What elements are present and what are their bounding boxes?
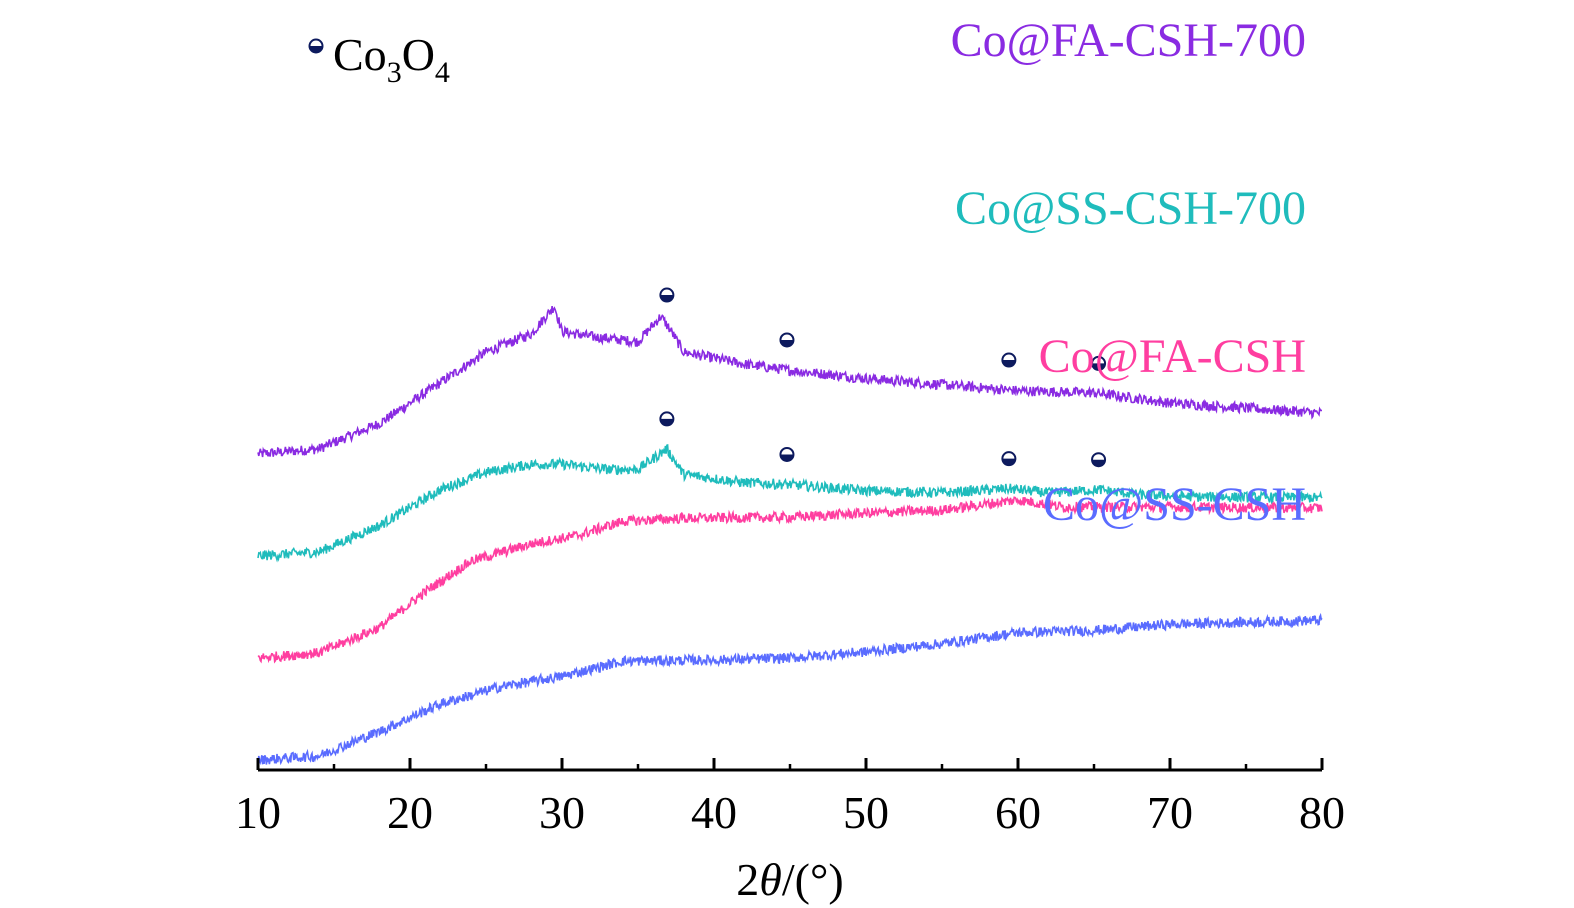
legend-label-sub1: 3 (387, 56, 402, 89)
x-axis-title-suffix: /(°) (782, 854, 844, 905)
co3o4-peak-marker-icon (1001, 352, 1017, 368)
x-axis-title-prefix: 2 (736, 854, 759, 905)
x-tick-label: 40 (691, 787, 737, 838)
legend-label-main: Co (333, 29, 387, 80)
x-tick-label: 60 (995, 787, 1041, 838)
series-line (257, 444, 1323, 563)
series-2: Co@FA-CSH (257, 330, 1323, 664)
series-label: Co@FA-CSH (1039, 330, 1306, 383)
co3o4-peak-marker-icon (659, 287, 675, 303)
x-tick-label: 10 (235, 787, 281, 838)
co3o4-peak-marker-icon (779, 446, 795, 462)
series-line (257, 496, 1323, 664)
legend-label-mid: O (402, 29, 435, 80)
x-axis-title: 2θ/(°) (736, 854, 843, 905)
series-label: Co@SS-CSH-700 (955, 182, 1306, 235)
series-1: Co@SS-CSH-700 (257, 182, 1323, 563)
x-axis-title-symbol: θ (759, 854, 782, 905)
series-label: Co@SS-CSH (1043, 478, 1306, 531)
series-label: Co@FA-CSH-700 (951, 14, 1306, 67)
series-0: Co@FA-CSH-700 (257, 14, 1322, 458)
series-line (257, 612, 1323, 766)
co3o4-peak-marker-icon (1091, 452, 1107, 468)
co3o4-peak-marker-icon (779, 332, 795, 348)
legend: Co3O4 (308, 29, 450, 89)
x-axis: 10 20 30 40 50 60 70 80 (235, 758, 1345, 838)
co3o4-peak-marker-icon (1001, 451, 1017, 467)
co3o4-peak-marker-icon (659, 411, 675, 427)
legend-label: Co3O4 (333, 29, 450, 89)
plot-area: Co@FA-CSH-700 Co@SS-CSH-700 Co@FA-CSH Co@SS… (257, 14, 1323, 766)
legend-marker-icon (308, 38, 324, 54)
series-3: Co@SS-CSH (257, 478, 1323, 766)
x-tick-label: 50 (843, 787, 889, 838)
x-tick-label: 30 (539, 787, 585, 838)
x-tick-label: 70 (1147, 787, 1193, 838)
legend-label-sub2: 4 (435, 56, 450, 89)
x-tick-label: 20 (387, 787, 433, 838)
legend-half-circle-icon (308, 38, 324, 54)
co3o4-peak-marker-icon (1091, 355, 1107, 371)
series-line (257, 306, 1322, 458)
x-tick-label: 80 (1299, 787, 1345, 838)
